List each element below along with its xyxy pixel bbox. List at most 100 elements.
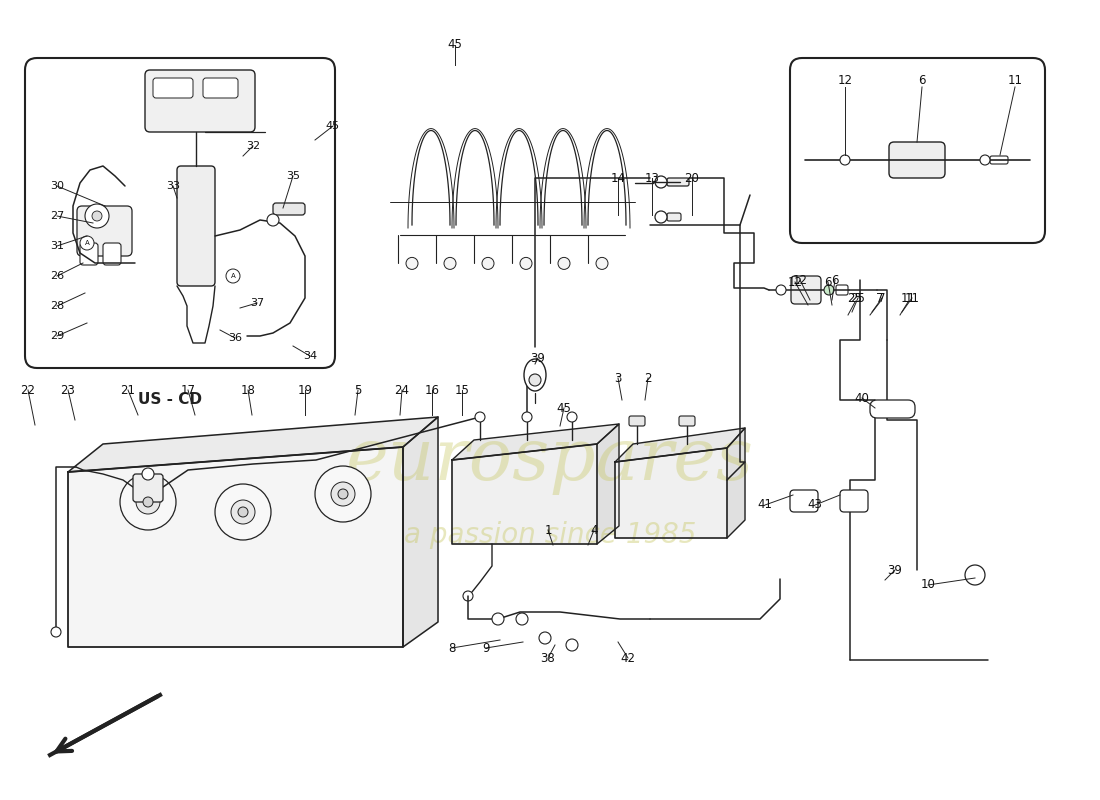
Text: 8: 8 [449, 642, 455, 654]
Text: 39: 39 [530, 351, 546, 365]
FancyBboxPatch shape [204, 78, 238, 98]
Text: 6: 6 [824, 275, 832, 289]
FancyBboxPatch shape [840, 490, 868, 512]
Circle shape [566, 412, 578, 422]
Text: 38: 38 [540, 651, 556, 665]
Text: A: A [85, 240, 89, 246]
Text: 28: 28 [50, 301, 64, 311]
Text: 12: 12 [788, 275, 803, 289]
Circle shape [980, 155, 990, 165]
Circle shape [51, 627, 60, 637]
Circle shape [522, 412, 532, 422]
Text: 35: 35 [286, 171, 300, 181]
FancyBboxPatch shape [145, 70, 255, 132]
Text: 41: 41 [758, 498, 772, 511]
Circle shape [85, 204, 109, 228]
Text: 7: 7 [878, 291, 886, 305]
Text: 26: 26 [50, 271, 64, 281]
FancyBboxPatch shape [679, 416, 695, 426]
Circle shape [566, 639, 578, 651]
Circle shape [539, 632, 551, 644]
Text: 45: 45 [326, 121, 340, 131]
FancyBboxPatch shape [667, 213, 681, 221]
FancyBboxPatch shape [177, 166, 214, 286]
Circle shape [142, 468, 154, 480]
Polygon shape [452, 424, 619, 460]
Ellipse shape [529, 374, 541, 386]
Text: 15: 15 [454, 383, 470, 397]
Circle shape [654, 176, 667, 188]
FancyBboxPatch shape [103, 243, 121, 265]
Text: 4: 4 [591, 523, 597, 537]
Circle shape [120, 474, 176, 530]
Text: 20: 20 [684, 171, 700, 185]
Circle shape [267, 214, 279, 226]
Text: 27: 27 [50, 211, 64, 221]
Circle shape [824, 285, 834, 295]
FancyBboxPatch shape [790, 490, 818, 512]
Circle shape [520, 258, 532, 270]
Polygon shape [615, 428, 745, 462]
Polygon shape [615, 448, 727, 538]
FancyBboxPatch shape [77, 206, 132, 256]
FancyBboxPatch shape [153, 78, 192, 98]
Circle shape [231, 500, 255, 524]
Text: 37: 37 [250, 298, 264, 308]
Text: 17: 17 [180, 383, 196, 397]
Text: 18: 18 [241, 383, 255, 397]
Text: 45: 45 [557, 402, 571, 414]
Text: 43: 43 [807, 498, 823, 511]
Circle shape [331, 482, 355, 506]
Circle shape [214, 484, 271, 540]
Text: 11: 11 [904, 291, 920, 305]
Circle shape [315, 466, 371, 522]
Text: 6: 6 [832, 274, 838, 286]
Ellipse shape [524, 359, 546, 391]
Circle shape [136, 490, 160, 514]
Text: 42: 42 [620, 651, 636, 665]
Text: 40: 40 [855, 391, 869, 405]
Text: 5: 5 [354, 383, 362, 397]
Circle shape [492, 613, 504, 625]
Polygon shape [68, 447, 403, 647]
Circle shape [516, 613, 528, 625]
FancyBboxPatch shape [870, 400, 915, 418]
FancyBboxPatch shape [791, 276, 821, 304]
Text: a passion since 1985: a passion since 1985 [404, 521, 696, 549]
Circle shape [596, 258, 608, 270]
FancyBboxPatch shape [273, 203, 305, 215]
Circle shape [654, 211, 667, 223]
Text: 19: 19 [297, 383, 312, 397]
Circle shape [238, 507, 248, 517]
Text: 12: 12 [792, 274, 807, 286]
Text: 34: 34 [302, 351, 317, 361]
Text: 9: 9 [482, 642, 490, 654]
Text: 21: 21 [121, 383, 135, 397]
Text: 25: 25 [850, 291, 866, 305]
Circle shape [406, 258, 418, 270]
Text: 29: 29 [50, 331, 64, 341]
Polygon shape [597, 424, 619, 544]
Text: 23: 23 [60, 383, 76, 397]
Text: 13: 13 [645, 171, 659, 185]
FancyBboxPatch shape [80, 243, 98, 265]
Text: 39: 39 [888, 563, 902, 577]
Circle shape [226, 269, 240, 283]
Text: 30: 30 [50, 181, 64, 191]
Circle shape [338, 489, 348, 499]
FancyBboxPatch shape [889, 142, 945, 178]
Text: 12: 12 [837, 74, 852, 86]
Text: 36: 36 [228, 333, 242, 343]
Text: 7: 7 [877, 291, 883, 305]
Text: 3: 3 [614, 371, 622, 385]
Circle shape [463, 591, 473, 601]
Circle shape [475, 412, 485, 422]
Text: 24: 24 [395, 383, 409, 397]
Text: 45: 45 [448, 38, 462, 51]
Circle shape [558, 258, 570, 270]
Text: eurospares: eurospares [345, 425, 755, 495]
FancyBboxPatch shape [629, 416, 645, 426]
Polygon shape [452, 444, 597, 544]
Text: 1: 1 [544, 523, 552, 537]
Text: A: A [231, 273, 235, 279]
